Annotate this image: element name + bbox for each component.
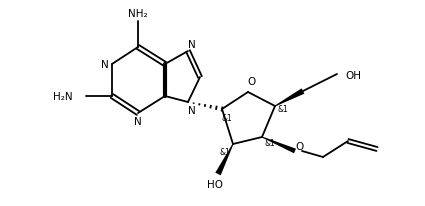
- Text: &1: &1: [221, 114, 232, 123]
- Polygon shape: [262, 137, 296, 153]
- Text: H₂N: H₂N: [54, 91, 73, 102]
- Text: O: O: [296, 141, 304, 151]
- Text: HO: HO: [207, 179, 223, 189]
- Polygon shape: [275, 89, 304, 107]
- Text: OH: OH: [345, 71, 361, 81]
- Text: N: N: [101, 60, 109, 70]
- Text: &1: &1: [220, 148, 230, 157]
- Text: N: N: [188, 105, 196, 115]
- Text: N: N: [188, 40, 196, 50]
- Text: O: O: [248, 77, 256, 87]
- Text: NH₂: NH₂: [128, 9, 148, 19]
- Text: N: N: [134, 116, 142, 126]
- Text: &1: &1: [265, 139, 275, 148]
- Polygon shape: [215, 144, 233, 176]
- Text: &1: &1: [278, 105, 289, 114]
